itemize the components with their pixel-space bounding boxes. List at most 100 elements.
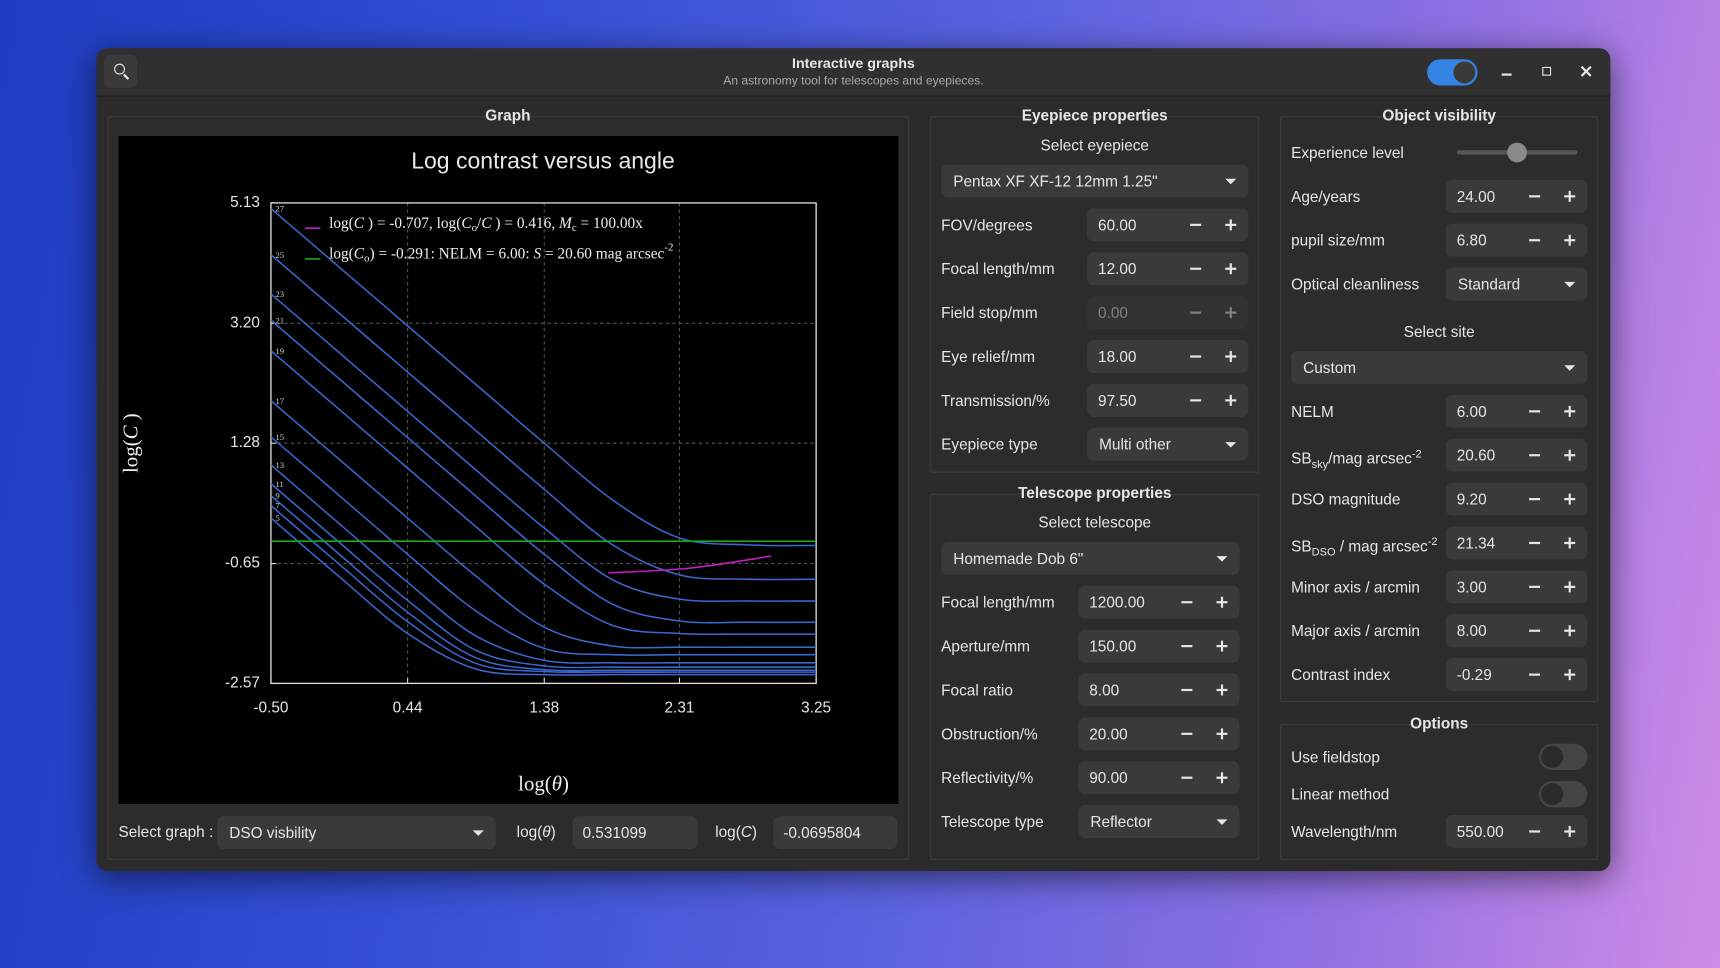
entry[interactable]: 6.00 <box>1446 395 1517 428</box>
increment-button[interactable] <box>1204 761 1239 794</box>
increment-button[interactable] <box>1204 674 1239 707</box>
entry[interactable]: 12.00 <box>1087 252 1178 285</box>
dropdown[interactable]: Multi other <box>1087 427 1249 461</box>
entry[interactable]: 20.60 <box>1446 439 1517 472</box>
curve-label: 13 <box>275 460 284 470</box>
dropdown-arrow <box>1564 281 1576 288</box>
y-tick-label: 3.20 <box>230 314 260 331</box>
frame-heading: Graph <box>485 106 531 124</box>
entry-value: 1200.00 <box>1089 593 1145 611</box>
entry[interactable]: 550.00 <box>1446 815 1517 848</box>
entry-value: 550.00 <box>1456 822 1504 841</box>
decrement-button[interactable] <box>1178 384 1213 417</box>
dropdown[interactable]: Custom <box>1291 351 1588 384</box>
entry[interactable]: 97.50 <box>1087 384 1178 417</box>
contrast-entry[interactable]: -0.0695804 <box>773 816 898 850</box>
decrement-button[interactable] <box>1517 395 1552 428</box>
text-part: log( <box>329 245 354 262</box>
increment-button[interactable] <box>1213 252 1248 285</box>
decrement-button[interactable] <box>1178 252 1213 285</box>
entry[interactable]: 1200.00 <box>1078 586 1169 619</box>
increment-button[interactable] <box>1204 630 1239 663</box>
field-label: Obstruction/% <box>941 725 1038 743</box>
toggle-knob <box>1541 783 1564 806</box>
close-button[interactable] <box>1573 58 1599 84</box>
dropdown[interactable]: Homemade Dob 6" <box>941 541 1240 575</box>
entry[interactable]: 21.34 <box>1446 527 1517 560</box>
increment-button[interactable] <box>1552 658 1587 691</box>
increment-button[interactable] <box>1213 340 1248 373</box>
dropdown[interactable]: Pentax XF XF-12 12mm 1.25" <box>941 164 1249 198</box>
entry[interactable]: 9.20 <box>1446 483 1517 516</box>
entry[interactable]: 24.00 <box>1446 180 1517 213</box>
entry-value: 8.00 <box>1456 621 1487 640</box>
increment-button[interactable] <box>1204 717 1239 750</box>
increment-button[interactable] <box>1552 527 1587 560</box>
decrement-button[interactable] <box>1517 658 1552 691</box>
increment-button[interactable] <box>1552 224 1587 257</box>
increment-button[interactable] <box>1552 395 1587 428</box>
decrement-button[interactable] <box>1517 614 1552 647</box>
icon-stroke <box>1229 263 1232 275</box>
slider-knob[interactable] <box>1507 142 1527 163</box>
text-part: ) <box>751 822 758 841</box>
entry[interactable]: 8.00 <box>1078 674 1169 707</box>
spin-button: 20.60 <box>1445 438 1588 472</box>
entry[interactable]: 18.00 <box>1087 340 1178 373</box>
decrement-button[interactable] <box>1517 439 1552 472</box>
decrement-button[interactable] <box>1169 717 1204 750</box>
search-button[interactable] <box>104 54 138 88</box>
decrement-button[interactable] <box>1169 586 1204 619</box>
decrement-button[interactable] <box>1517 483 1552 516</box>
subheading: Select telescope <box>1038 513 1152 531</box>
decrement-button[interactable] <box>1169 761 1204 794</box>
spin-button: 6.80 <box>1445 223 1588 257</box>
theme-switch[interactable] <box>1427 59 1478 86</box>
icon-stroke <box>1568 537 1571 549</box>
entry-value: 20.60 <box>1456 446 1496 465</box>
increment-button[interactable] <box>1552 180 1587 213</box>
increment-button[interactable] <box>1552 439 1587 472</box>
decrement-button[interactable] <box>1178 340 1213 373</box>
theta-entry[interactable]: 0.531099 <box>572 816 698 850</box>
entry[interactable]: 3.00 <box>1446 570 1517 603</box>
icon-stroke <box>1529 195 1541 198</box>
maximize-button[interactable] <box>1534 58 1560 84</box>
decrement-button[interactable] <box>1517 180 1552 213</box>
icon-stroke <box>123 73 130 80</box>
decrement-button[interactable] <box>1169 674 1204 707</box>
entry[interactable]: 90.00 <box>1078 761 1169 794</box>
toggle-switch[interactable] <box>1539 743 1588 771</box>
dropdown[interactable]: Reflector <box>1078 805 1240 839</box>
icon-stroke <box>1190 267 1202 270</box>
curve-label: 9 <box>275 491 280 501</box>
increment-button[interactable] <box>1204 586 1239 619</box>
increment-button[interactable] <box>1552 815 1587 848</box>
increment-button[interactable] <box>1213 208 1248 241</box>
decrement-button[interactable] <box>1178 208 1213 241</box>
series-line <box>270 400 817 649</box>
entry-value: 6.80 <box>1456 231 1487 250</box>
decrement-button[interactable] <box>1517 815 1552 848</box>
decrement-button[interactable] <box>1517 570 1552 603</box>
select-graph-label: Select graph : <box>118 822 214 841</box>
entry[interactable]: 60.00 <box>1087 208 1178 241</box>
dropdown[interactable]: Standard <box>1445 267 1588 301</box>
entry[interactable]: 6.80 <box>1446 224 1517 257</box>
increment-button[interactable] <box>1552 483 1587 516</box>
entry[interactable]: 20.00 <box>1078 717 1169 750</box>
toggle-switch[interactable] <box>1539 781 1588 808</box>
increment-button[interactable] <box>1213 384 1248 417</box>
decrement-button[interactable] <box>1169 630 1204 663</box>
increment-button[interactable] <box>1552 570 1587 603</box>
series-line <box>270 517 817 676</box>
decrement-button[interactable] <box>1517 527 1552 560</box>
minimize-button[interactable] <box>1494 58 1520 84</box>
entry[interactable]: 150.00 <box>1078 630 1169 663</box>
entry-value: 20.00 <box>1089 725 1128 743</box>
increment-button[interactable] <box>1552 614 1587 647</box>
entry[interactable]: -0.29 <box>1446 658 1517 691</box>
entry[interactable]: 8.00 <box>1446 614 1517 647</box>
decrement-button[interactable] <box>1517 224 1552 257</box>
dropdown[interactable]: DSO visbility <box>217 815 496 849</box>
